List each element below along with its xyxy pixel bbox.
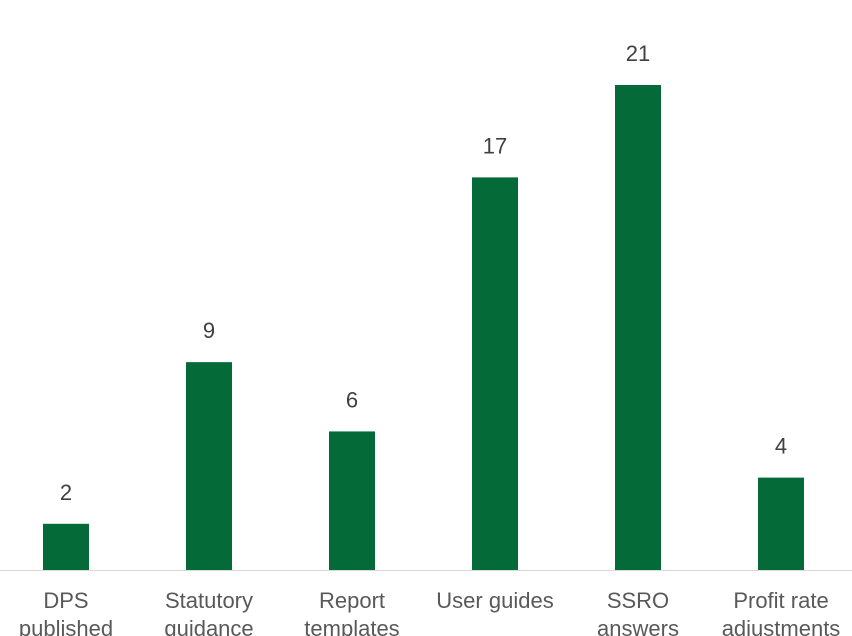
value-label: 17 (483, 133, 507, 158)
x-tick-label: User guides (436, 588, 554, 613)
value-label: 4 (775, 434, 787, 459)
x-tick-label: SSRO answers (597, 588, 679, 636)
bar (615, 85, 661, 570)
bar (186, 362, 232, 570)
bar (758, 477, 804, 570)
bar (472, 177, 518, 570)
value-label: 6 (346, 387, 358, 412)
value-label: 9 (203, 318, 215, 343)
value-label: 21 (626, 41, 650, 66)
bar (43, 523, 89, 570)
x-tick-label: Statutory guidance (164, 588, 254, 636)
x-tick-label: Report templates (304, 588, 400, 636)
value-label: 2 (60, 480, 72, 505)
x-tick-label: Profit rate adjustments (721, 588, 841, 636)
x-tick-label: DPS published (18, 588, 114, 636)
bar (329, 431, 375, 570)
